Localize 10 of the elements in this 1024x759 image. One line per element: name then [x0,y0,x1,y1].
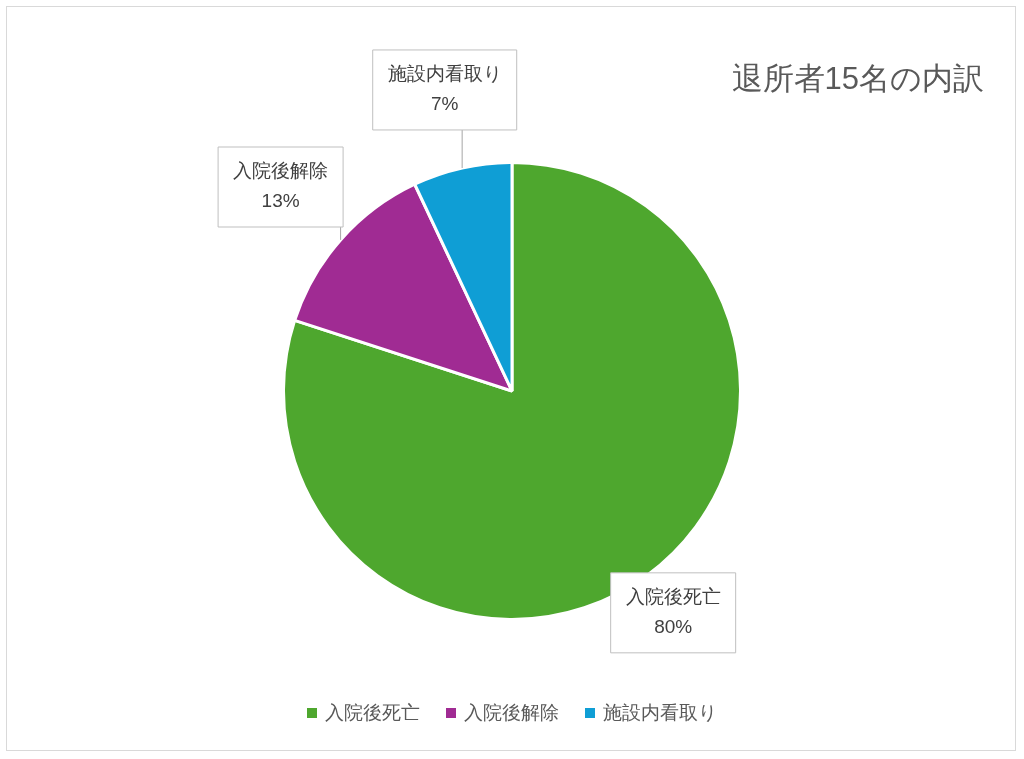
data-label: 80% [654,616,693,638]
slice-label: 施設内看取り [387,63,502,85]
slice-label: 入院後解除 [233,160,329,182]
slice-label: 入院後死亡 [625,586,721,608]
legend-label: 施設内看取り [603,701,717,725]
data-label: 7% [430,93,459,115]
legend-label: 入院後解除 [464,701,559,725]
data-label: 13% [261,190,300,212]
text: 退所者15名の内訳 [731,60,984,98]
legend-label: 入院後死亡 [325,701,420,725]
